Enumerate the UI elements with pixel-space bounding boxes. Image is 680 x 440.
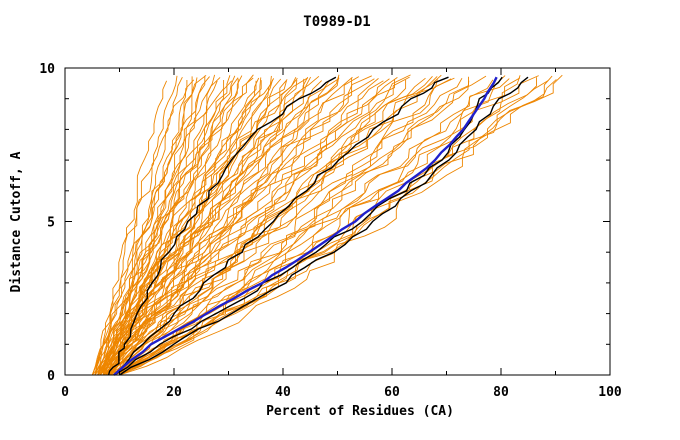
ensemble-curve (108, 74, 563, 376)
ensemble-curve (108, 77, 463, 376)
ensemble-curve (97, 77, 309, 376)
ensemble-curve (97, 80, 384, 376)
x-tick-label: 20 (166, 385, 182, 400)
axes-layer: 0 20 40 60 80 100 0 5 10 (39, 62, 622, 400)
ensemble-curve (94, 75, 206, 376)
ensemble-curve (108, 79, 494, 376)
ensemble-curve (108, 77, 239, 376)
ensemble-curve (102, 76, 360, 376)
ensemble-curve (100, 79, 395, 376)
ensemble-curve (113, 75, 433, 376)
x-tick-label: 100 (598, 385, 622, 400)
ensemble-curve (113, 76, 469, 376)
curves-layer (91, 74, 563, 376)
y-tick-label: 0 (47, 369, 55, 384)
chart-title: T0989-D1 (303, 14, 370, 30)
ensemble-curve (91, 80, 225, 376)
ensemble-curve (119, 79, 557, 376)
y-axis-label: Distance Cutoff, A (9, 151, 24, 292)
highlight-curve (113, 76, 449, 376)
x-tick-label: 80 (493, 385, 509, 400)
x-tick-label: 60 (384, 385, 400, 400)
ensemble-curve (113, 78, 452, 376)
ensemble-curve (108, 80, 323, 376)
best-model-curve (113, 76, 498, 376)
x-tick-label: 40 (275, 385, 291, 400)
y-tick-label: 5 (47, 216, 55, 231)
ensemble-curve (102, 78, 375, 376)
highlight-curve (107, 76, 337, 376)
ensemble-curve (102, 80, 233, 376)
ensemble-curve (94, 75, 178, 376)
ensemble-curve (108, 76, 353, 376)
ensemble-curve (110, 75, 372, 376)
ensemble-curve (97, 79, 274, 376)
ensemble-curve (100, 74, 442, 376)
ensemble-curve (100, 74, 340, 376)
ensemble-curve (94, 77, 298, 376)
highlight-curve (119, 76, 529, 376)
ensemble-curve (97, 80, 168, 376)
ensemble-curve (91, 77, 254, 376)
x-axis-label: Percent of Residues (CA) (266, 404, 454, 419)
ensemble-curve (94, 77, 262, 376)
ensemble-curve (113, 76, 410, 376)
ensemble-curve (99, 79, 288, 376)
ensemble-curve (102, 74, 411, 376)
ensemble-curve (108, 78, 438, 376)
y-tick-label: 10 (39, 62, 55, 77)
ensemble-curve (111, 80, 549, 376)
ensemble-curve (97, 75, 243, 376)
x-tick-label: 0 (61, 385, 69, 400)
